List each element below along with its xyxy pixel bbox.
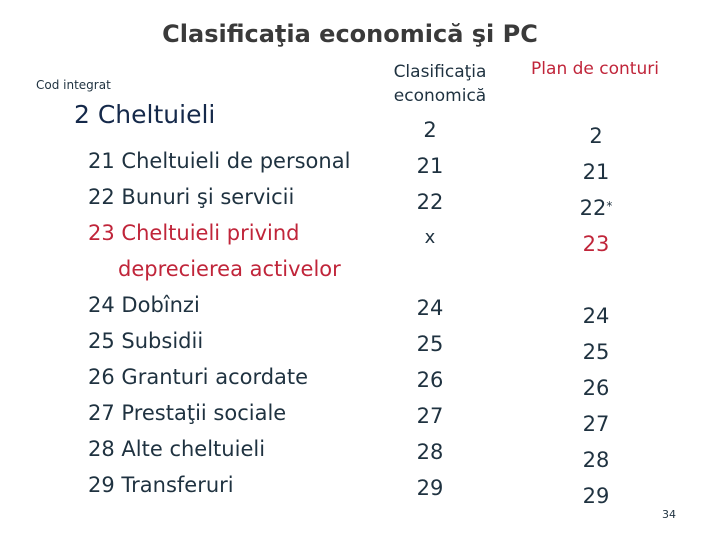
plan-code: 27 <box>582 412 610 436</box>
item-label: Granturi acordate <box>121 365 309 389</box>
item-label: Bunuri şi servicii <box>121 185 295 209</box>
expense-list: 21 Cheltuieli de personal 22 Bunuri şi s… <box>88 143 350 503</box>
economic-codes-bottom: 24 25 26 27 28 29 <box>400 290 460 506</box>
item-code: 21 <box>88 149 115 173</box>
item-code: 29 <box>88 473 115 497</box>
economic-code: 24 <box>416 296 444 320</box>
economic-codes-top: 2 21 22 x <box>400 112 460 256</box>
item-code: 22 <box>88 185 115 209</box>
economic-code: 27 <box>416 404 444 428</box>
item-label: Alte cheltuieli <box>121 437 266 461</box>
list-item-21: 21 Cheltuieli de personal <box>88 143 350 179</box>
asterisk-mark: * <box>606 199 613 213</box>
plan-code: 21 <box>582 160 610 184</box>
plan-code-22: 22* <box>566 190 626 226</box>
plan-code: 29 <box>582 484 610 508</box>
economic-code: 2 <box>423 118 437 142</box>
item-code: 25 <box>88 329 115 353</box>
item-label: deprecierea activelor <box>118 257 341 281</box>
plan-code-23: 23 <box>582 232 610 256</box>
item-label: Dobînzi <box>121 293 200 317</box>
plan-code: 25 <box>582 340 610 364</box>
economic-code: 28 <box>416 440 444 464</box>
column-header-clasificatia-line2: economică <box>393 86 487 106</box>
category-heading: 2 Cheltuieli <box>74 100 216 129</box>
economic-code: 25 <box>416 332 444 356</box>
column-header-plan-de-conturi: Plan de conturi <box>531 59 659 79</box>
item-code: 24 <box>88 293 115 317</box>
plan-code: 26 <box>582 376 610 400</box>
item-code: 27 <box>88 401 115 425</box>
plan-codes-bottom: 24 25 26 27 28 29 <box>566 298 626 514</box>
item-code: 23 <box>88 221 115 245</box>
item-label: Transferuri <box>121 473 234 497</box>
list-item-28: 28 Alte cheltuieli <box>88 431 350 467</box>
economic-code: 29 <box>416 476 444 500</box>
plan-code: 2 <box>589 124 603 148</box>
list-item-23-continuation: deprecierea activelor <box>88 251 350 287</box>
item-label: Cheltuieli de personal <box>121 149 351 173</box>
economic-code: 26 <box>416 368 444 392</box>
list-item-22: 22 Bunuri şi servicii <box>88 179 350 215</box>
column-header-clasificatia-line1: Clasificaţia <box>393 62 487 82</box>
slide-title: Clasificaţia economică şi PC <box>162 20 538 48</box>
list-item-25: 25 Subsidii <box>88 323 350 359</box>
plan-code-value: 22 <box>579 196 607 220</box>
cod-integrat-label: Cod integrat <box>36 78 111 92</box>
economic-code: 22 <box>416 190 444 214</box>
list-item-29: 29 Transferuri <box>88 467 350 503</box>
economic-code-x: x <box>424 227 436 248</box>
list-item-23: 23 Cheltuieli privind <box>88 215 350 251</box>
economic-code: 21 <box>416 154 444 178</box>
item-label: Prestaţii sociale <box>121 401 287 425</box>
plan-codes-top: 2 21 22* 23 <box>566 118 626 262</box>
list-item-24: 24 Dobînzi <box>88 287 350 323</box>
plan-code: 28 <box>582 448 610 472</box>
item-code: 26 <box>88 365 115 389</box>
page-number: 34 <box>662 508 676 521</box>
item-label: Cheltuieli privind <box>121 221 300 245</box>
plan-code: 24 <box>582 304 610 328</box>
list-item-26: 26 Granturi acordate <box>88 359 350 395</box>
list-item-27: 27 Prestaţii sociale <box>88 395 350 431</box>
item-label: Subsidii <box>121 329 204 353</box>
column-header-clasificatia: Clasificaţia economică <box>380 60 500 108</box>
item-code: 28 <box>88 437 115 461</box>
